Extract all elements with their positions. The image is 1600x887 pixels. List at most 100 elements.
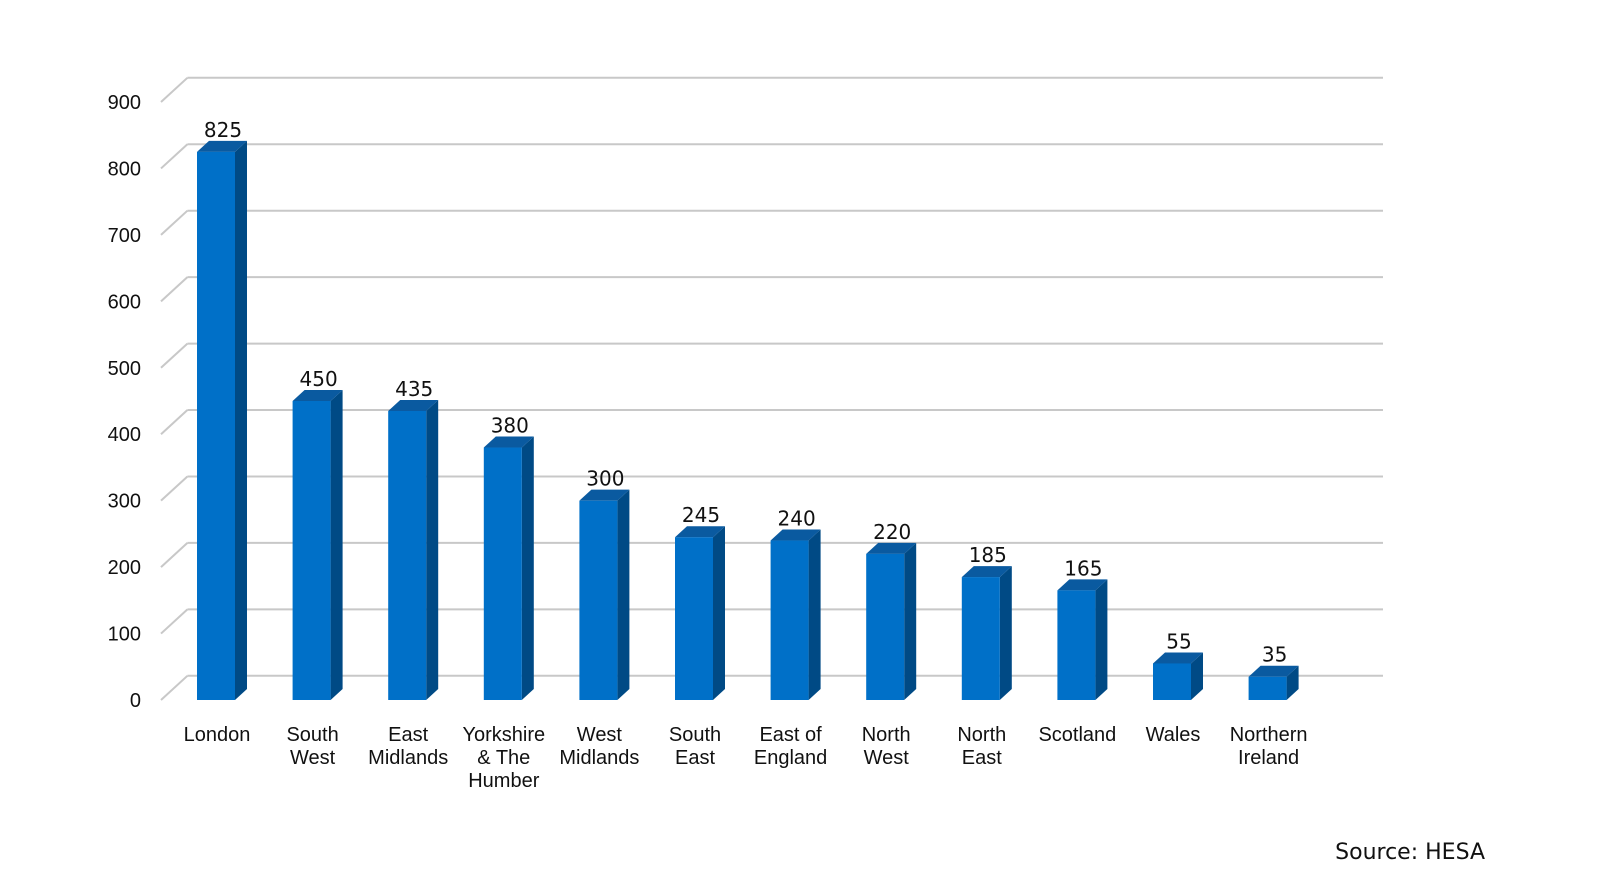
bar-top — [1153, 652, 1203, 664]
data-label: 380 — [491, 414, 529, 438]
y-tick-label: 800 — [108, 158, 141, 180]
bar-top — [866, 542, 917, 554]
bar-side — [904, 542, 917, 700]
y-tick-label: 700 — [108, 225, 141, 247]
bar-front — [770, 540, 809, 700]
bar — [866, 542, 917, 700]
bar — [483, 436, 534, 700]
bar-side — [999, 566, 1012, 700]
category-label-line: Scotland — [1038, 724, 1116, 746]
gridline-diagonal — [160, 209, 189, 236]
category-label: North West — [862, 724, 911, 769]
category-label: Wales — [1146, 724, 1201, 746]
category-label-line: North — [957, 724, 1006, 746]
data-label: 55 — [1166, 629, 1191, 653]
bar — [388, 399, 439, 700]
category-label-line: West — [577, 724, 623, 746]
category-label-line: Yorkshire — [462, 724, 545, 746]
category-label: Northern Ireland — [1230, 724, 1308, 769]
bar-front — [579, 500, 618, 700]
category-label-line: East — [388, 724, 428, 746]
category-label: South West — [286, 724, 338, 769]
gridline-diagonal — [160, 276, 189, 303]
bar-side — [426, 399, 439, 700]
category-label-line: East of — [759, 724, 822, 746]
bar — [961, 566, 1012, 700]
category-label-line: Ireland — [1238, 747, 1299, 769]
data-label: 450 — [300, 367, 338, 391]
bar-front — [866, 553, 905, 700]
category-label: Scotland — [1038, 724, 1116, 746]
bar-side — [521, 436, 534, 700]
category-label-line: Midlands — [368, 747, 448, 769]
category-label-line: West — [290, 747, 336, 769]
y-tick-label: 0 — [130, 690, 141, 712]
bar — [770, 529, 821, 700]
category-label-line: North — [862, 724, 911, 746]
category-label-line: & The — [477, 747, 530, 769]
category-label: West Midlands — [559, 724, 639, 769]
bar-front — [1248, 676, 1287, 700]
data-label: 435 — [395, 377, 433, 401]
gridline-diagonal — [160, 608, 189, 635]
bar-side — [713, 526, 725, 700]
category-label-line: Wales — [1146, 724, 1201, 746]
bar-side — [617, 489, 630, 700]
bar — [675, 526, 725, 700]
y-tick-label: 300 — [108, 491, 141, 513]
bar-top — [197, 140, 247, 152]
category-label-line: Humber — [468, 770, 539, 792]
data-label: 825 — [204, 118, 242, 142]
data-label: 165 — [1064, 556, 1102, 580]
data-label: 185 — [969, 543, 1007, 567]
category-label: South East — [669, 724, 721, 769]
bar — [197, 140, 247, 701]
gridline-diagonal — [160, 77, 189, 103]
category-label-line: East — [962, 747, 1002, 769]
bar-side — [235, 140, 247, 701]
bar-front — [675, 537, 713, 700]
bar-side — [1286, 665, 1299, 700]
data-labels: 825 450 435 380 300 245 240 220 185 165 55 35 — [204, 118, 1287, 667]
y-tick-label: 200 — [108, 557, 141, 579]
category-label-line: Northern — [1230, 724, 1308, 746]
category-label-line: West — [864, 747, 910, 769]
bar — [292, 390, 343, 700]
category-label: East Midlands — [368, 724, 448, 769]
bars — [197, 140, 1299, 701]
bar-side — [1191, 652, 1203, 700]
data-label: 245 — [682, 503, 720, 527]
bar-side — [808, 529, 821, 700]
gridline-diagonal — [160, 143, 189, 170]
category-label-line: East — [675, 747, 715, 769]
bar — [1248, 665, 1299, 700]
bar-front — [197, 151, 235, 701]
bar-top — [1057, 579, 1108, 591]
bar-top — [961, 566, 1012, 578]
category-label-line: England — [754, 747, 827, 769]
data-label: 300 — [586, 467, 624, 491]
bar-top — [388, 399, 439, 411]
bar-side — [1095, 579, 1108, 700]
category-label: North East — [957, 724, 1006, 769]
bar-side — [330, 390, 343, 700]
bar — [1057, 579, 1108, 700]
category-label-line: Midlands — [559, 747, 639, 769]
data-label: 220 — [873, 520, 911, 544]
category-label: London — [184, 724, 251, 746]
data-label: 35 — [1262, 643, 1287, 667]
gridline-diagonal — [160, 409, 189, 435]
y-axis-ticks: 0 100 200 300 400 500 600 700 800 900 — [108, 92, 141, 712]
bar-top — [1248, 665, 1299, 677]
y-tick-label: 500 — [108, 358, 141, 380]
bar-front — [1153, 663, 1191, 700]
bar-top — [770, 529, 821, 541]
bar-front — [483, 447, 522, 700]
category-label-line: South — [669, 724, 721, 746]
bar-front — [961, 577, 1000, 700]
gridline-diagonal — [160, 475, 189, 502]
category-label-line: South — [286, 724, 338, 746]
gridline-diagonal — [160, 542, 189, 568]
bar-top — [579, 489, 630, 501]
